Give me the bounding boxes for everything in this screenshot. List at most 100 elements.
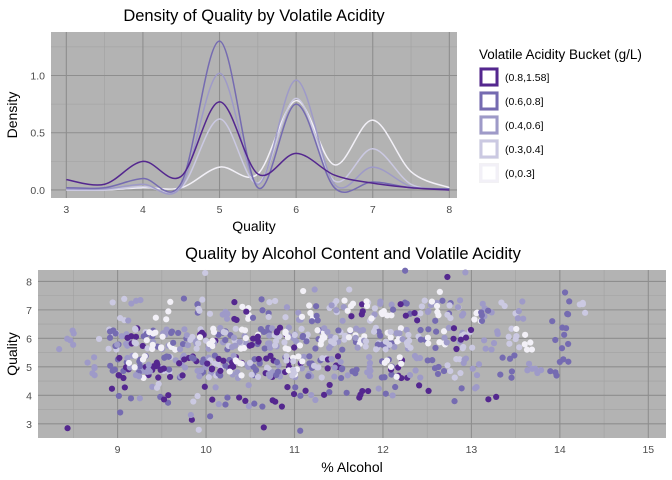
scatter-point bbox=[436, 339, 443, 346]
scatter-point bbox=[403, 300, 410, 307]
scatter-y-tick-label: 5 bbox=[26, 362, 32, 374]
scatter-point bbox=[439, 297, 446, 304]
scatter-point bbox=[290, 358, 297, 365]
scatter-point bbox=[224, 394, 231, 401]
scatter-point bbox=[264, 365, 271, 372]
scatter-point bbox=[146, 329, 153, 336]
scatter-point bbox=[166, 373, 174, 381]
scatter-point bbox=[505, 333, 512, 340]
legend-label: (0.4,0.6] bbox=[505, 120, 544, 132]
scatter-point bbox=[220, 357, 227, 364]
scatter-point bbox=[170, 339, 177, 346]
scatter-point bbox=[366, 353, 373, 361]
scatter-point bbox=[450, 335, 457, 342]
density-x-tick-label: 6 bbox=[293, 204, 299, 216]
scatter-point bbox=[132, 333, 140, 340]
scatter-point bbox=[209, 365, 216, 372]
density-x-tick-label: 4 bbox=[140, 204, 146, 216]
scatter-point bbox=[515, 308, 522, 315]
scatter-point bbox=[418, 303, 425, 310]
scatter-point bbox=[462, 269, 469, 276]
scatter-point bbox=[222, 308, 229, 315]
scatter-y-tick-label: 4 bbox=[26, 390, 32, 402]
scatter-point bbox=[237, 345, 244, 352]
scatter-point bbox=[222, 337, 229, 344]
scatter-point bbox=[64, 425, 71, 432]
scatter-point bbox=[506, 355, 514, 362]
scatter-point bbox=[508, 374, 515, 381]
scatter-point bbox=[180, 295, 188, 302]
scatter-point bbox=[447, 367, 454, 375]
scatter-point bbox=[311, 286, 318, 293]
scatter-point bbox=[319, 334, 326, 341]
scatter-point bbox=[471, 385, 479, 392]
scatter-point bbox=[558, 345, 566, 352]
scatter-point bbox=[399, 336, 406, 343]
scatter-point bbox=[249, 314, 257, 321]
scatter-point bbox=[429, 357, 436, 364]
scatter-point bbox=[313, 303, 320, 310]
scatter-point bbox=[387, 363, 395, 371]
scatter-point bbox=[451, 398, 458, 405]
scatter-point bbox=[266, 332, 273, 339]
scatter-point bbox=[124, 354, 131, 362]
scatter-point bbox=[498, 299, 505, 306]
scatter-y-tick-label: 8 bbox=[26, 276, 32, 288]
scatter-point bbox=[308, 318, 316, 325]
scatter-y-axis-title: Quality bbox=[4, 332, 20, 376]
scatter-point bbox=[298, 365, 305, 372]
scatter-point bbox=[565, 340, 572, 348]
density-line bbox=[66, 99, 450, 191]
scatter-point bbox=[388, 301, 395, 308]
scatter-point bbox=[179, 372, 186, 379]
scatter-point bbox=[485, 396, 492, 403]
scatter-point bbox=[392, 383, 399, 391]
scatter-point bbox=[282, 314, 289, 321]
scatter-point bbox=[233, 358, 240, 365]
scatter-point bbox=[403, 326, 410, 334]
scatter-point bbox=[304, 331, 311, 338]
scatter-point bbox=[245, 403, 253, 410]
scatter-point bbox=[239, 303, 246, 310]
scatter-point bbox=[145, 361, 152, 368]
scatter-point bbox=[273, 359, 281, 366]
scatter-point bbox=[115, 372, 123, 379]
scatter-point bbox=[251, 400, 258, 407]
scatter-point bbox=[291, 344, 298, 351]
scatter-point bbox=[516, 344, 523, 351]
scatter-point bbox=[144, 345, 151, 352]
scatter-point bbox=[529, 365, 536, 372]
scatter-points bbox=[56, 267, 589, 434]
scatter-point bbox=[469, 344, 476, 351]
scatter-point bbox=[375, 385, 382, 392]
scatter-point bbox=[168, 328, 176, 335]
scatter-point bbox=[453, 345, 460, 353]
scatter-point bbox=[254, 373, 262, 381]
scatter-point bbox=[393, 330, 400, 337]
scatter-point bbox=[222, 401, 229, 408]
density-plot-panel bbox=[51, 32, 457, 198]
scatter-point bbox=[371, 305, 378, 312]
scatter-point bbox=[160, 396, 168, 403]
scatter-point bbox=[528, 346, 536, 353]
scatter-point bbox=[349, 300, 357, 307]
scatter-point bbox=[508, 368, 516, 375]
scatter-point bbox=[265, 313, 272, 321]
scatter-point bbox=[473, 372, 481, 379]
scatter-point bbox=[233, 316, 240, 324]
scatter-point bbox=[525, 360, 533, 367]
scatter-point bbox=[214, 360, 221, 368]
legend-item: (0.3,0.4] bbox=[479, 139, 544, 159]
scatter-point bbox=[506, 340, 513, 347]
density-x-axis-title: Quality bbox=[232, 218, 276, 234]
scatter-point bbox=[255, 355, 262, 363]
scatter-point bbox=[179, 340, 187, 348]
scatter-point bbox=[312, 396, 319, 404]
scatter-point bbox=[561, 331, 568, 338]
legend-swatch bbox=[479, 67, 499, 87]
scatter-point bbox=[157, 366, 164, 374]
scatter-point bbox=[363, 302, 371, 310]
scatter-point bbox=[196, 334, 204, 341]
scatter-point bbox=[478, 317, 486, 325]
density-chart: Density of Quality by Volatile Acidity 3… bbox=[4, 7, 457, 234]
